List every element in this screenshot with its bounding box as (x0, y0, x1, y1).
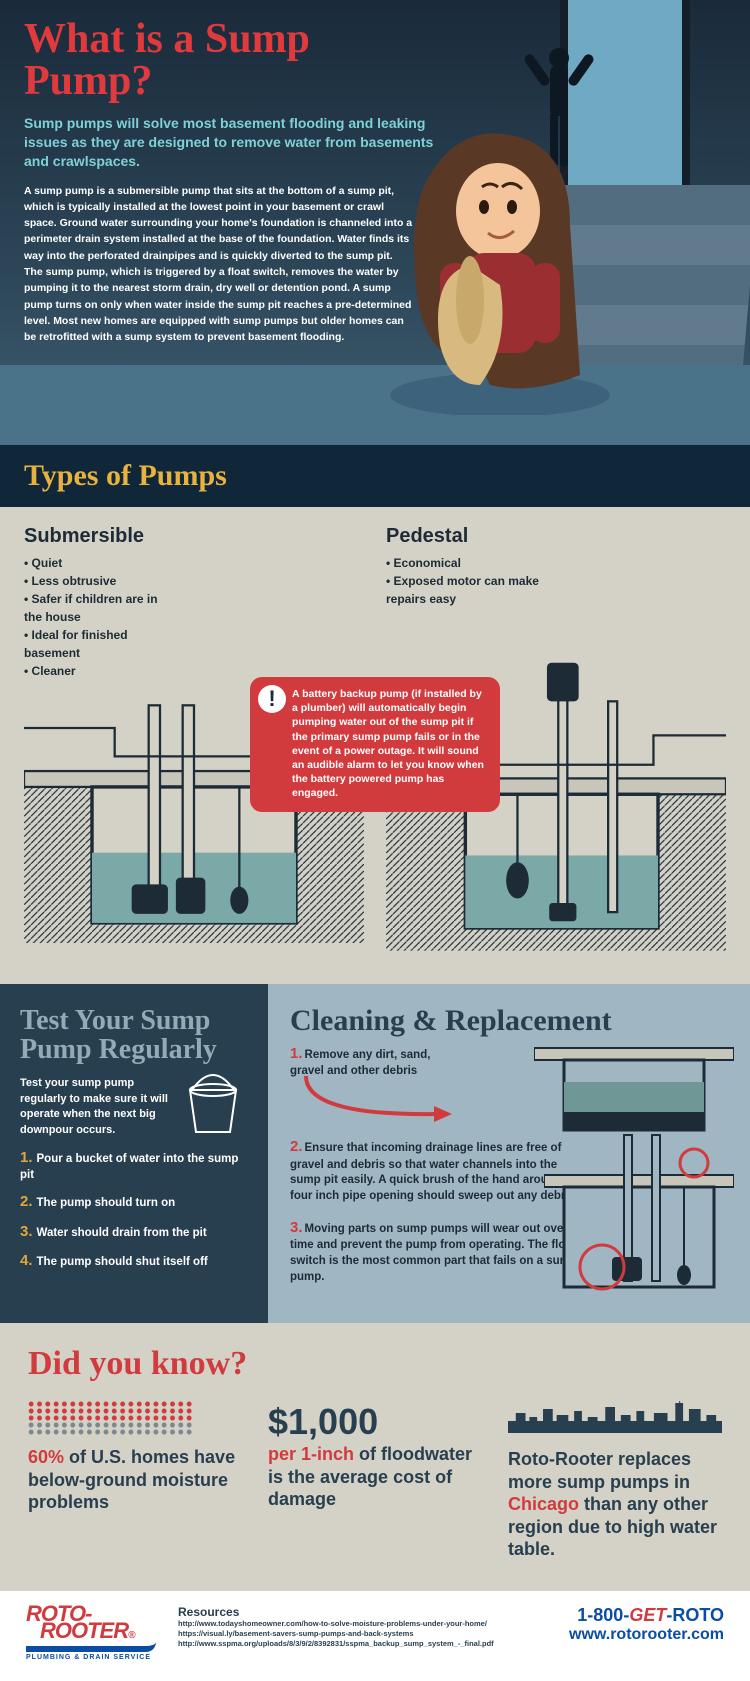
submersible-bullets: Quiet Less obtrusive Safer if children a… (24, 554, 364, 680)
resources-block: Resources http://www.todayshomeowner.com… (178, 1605, 547, 1649)
website-url: www.rotorooter.com (569, 1626, 724, 1644)
cleaning-diagram-1 (534, 1042, 734, 1142)
list-item: Ideal for finished basement (24, 626, 164, 662)
dyk-title: Did you know? (28, 1345, 722, 1383)
brand-logo: ROTO- ROOTER® PLUMBING & DRAIN SERVICE (26, 1605, 156, 1663)
cleaning-title: Cleaning & Replacement (290, 1004, 728, 1038)
dyk-fact-2: $1,000 per 1-inch of floodwater is the a… (268, 1401, 482, 1561)
list-item: 3.Water should drain from the pit (20, 1222, 248, 1242)
alert-icon: ! (258, 685, 286, 713)
hero-body: A sump pump is a submersible pump that s… (24, 183, 414, 346)
list-item: 4.The pump should shut itself off (20, 1251, 248, 1271)
list-item: 1.Pour a bucket of water into the sump p… (20, 1148, 248, 1182)
pedestal-title: Pedestal (386, 525, 726, 548)
dot-matrix-icon: ••••••••••••••••••••••••••••••••••••••••… (28, 1401, 242, 1436)
dyk-fact-3: Roto-Rooter replaces more sump pumps in … (508, 1401, 722, 1561)
contact-block: 1-800-GET-ROTO www.rotorooter.com (569, 1605, 724, 1644)
resource-link: http://www.sspma.org/uploads/8/3/9/2/839… (178, 1639, 547, 1649)
resources-label: Resources (178, 1605, 547, 1619)
test-steps: 1.Pour a bucket of water into the sump p… (20, 1148, 248, 1271)
callout-text: A battery backup pump (if installed by a… (292, 688, 484, 799)
list-item: 2.The pump should turn on (20, 1192, 248, 1212)
hero-lede: Sump pumps will solve most basement floo… (24, 114, 444, 171)
brand-tagline: PLUMBING & DRAIN SERVICE (26, 1654, 156, 1662)
skyline-icon (508, 1401, 722, 1433)
hero-title: What is a Sump Pump? (24, 18, 444, 102)
battery-backup-callout: ! A battery backup pump (if installed by… (250, 677, 500, 812)
list-item: Quiet (24, 554, 364, 572)
list-item: Safer if children are in the house (24, 590, 174, 626)
resource-link: http://www.todayshomeowner.com/how-to-so… (178, 1619, 547, 1629)
list-item: Economical (386, 554, 726, 572)
submersible-title: Submersible (24, 525, 364, 548)
bucket-icon (178, 1068, 248, 1138)
hero-section: What is a Sump Pump? Sump pumps will sol… (0, 0, 750, 445)
test-title: Test Your Sump Pump Regularly (20, 1006, 248, 1065)
did-you-know-section: Did you know? ••••••••••••••••••••••••••… (0, 1323, 750, 1591)
types-section: Submersible Quiet Less obtrusive Safer i… (0, 507, 750, 984)
pedestal-bullets: Economical Exposed motor can make repair… (386, 554, 726, 608)
list-item: Exposed motor can make repairs easy (386, 572, 556, 608)
arrow-icon (296, 1066, 456, 1126)
phone-number: 1-800-GET-ROTO (569, 1605, 724, 1626)
types-heading: Types of Pumps (0, 445, 750, 507)
cleaning-diagram-2 (544, 1131, 734, 1301)
footer: ROTO- ROOTER® PLUMBING & DRAIN SERVICE R… (0, 1591, 750, 1681)
test-panel: Test Your Sump Pump Regularly Test your … (0, 984, 268, 1323)
list-item: Less obtrusive (24, 572, 364, 590)
test-clean-row: Test Your Sump Pump Regularly Test your … (0, 984, 750, 1323)
resource-link: https://visual.ly/basement-savers-sump-p… (178, 1629, 547, 1639)
cleaning-panel: Cleaning & Replacement 1.Remove any dirt… (268, 984, 750, 1323)
dyk-fact-1: ••••••••••••••••••••••••••••••••••••••••… (28, 1401, 242, 1561)
